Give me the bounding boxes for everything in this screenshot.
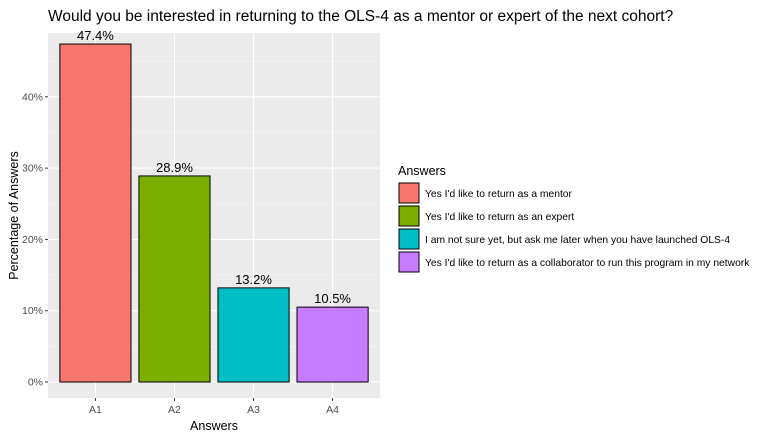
legend-entry-label: Yes I'd like to return as an expert xyxy=(425,212,574,223)
legend: Answers Yes I'd like to return as a ment… xyxy=(398,164,750,273)
y-tick-label: 10% xyxy=(22,305,43,317)
data-label-a2: 28.9% xyxy=(156,160,193,175)
bar-a2 xyxy=(138,175,211,383)
legend-title: Answers xyxy=(398,164,446,178)
legend-entry-label: Yes I'd like to return as a mentor xyxy=(425,189,573,200)
chart-title: Would you be interested in returning to … xyxy=(48,8,674,25)
legend-swatch xyxy=(398,228,420,250)
x-tick-label: A4 xyxy=(326,404,339,416)
legend-entry-label: I am not sure yet, but ask me later when… xyxy=(425,235,730,246)
bars xyxy=(59,43,369,383)
legend-entry-label: Yes I'd like to return as a collaborator… xyxy=(425,258,750,269)
bar-a3 xyxy=(217,287,290,383)
x-tick-label: A1 xyxy=(89,404,102,416)
y-tick-label: 0% xyxy=(28,377,43,389)
x-axis-title: Answers xyxy=(190,419,238,433)
legend-swatch xyxy=(398,182,420,204)
x-axis: A1 A2 A3 A4 xyxy=(89,398,339,416)
y-axis-title: Percentage of Answers xyxy=(7,151,21,280)
y-tick-label: 40% xyxy=(22,91,43,103)
legend-swatch xyxy=(398,205,420,227)
data-labels: 47.4% 28.9% 13.2% 10.5% xyxy=(77,28,351,306)
y-tick-label: 20% xyxy=(22,234,43,246)
data-label-a1: 47.4% xyxy=(77,28,114,43)
y-tick-label: 30% xyxy=(22,163,43,175)
bar-a1 xyxy=(59,43,132,383)
x-tick-label: A2 xyxy=(168,404,181,416)
legend-swatch xyxy=(398,251,420,273)
y-axis: 0% 10% 20% 30% 40% xyxy=(22,91,48,389)
data-label-a3: 13.2% xyxy=(235,272,272,287)
x-tick-label: A3 xyxy=(247,404,260,416)
bar-a4 xyxy=(296,306,369,383)
data-label-a4: 10.5% xyxy=(314,291,351,306)
